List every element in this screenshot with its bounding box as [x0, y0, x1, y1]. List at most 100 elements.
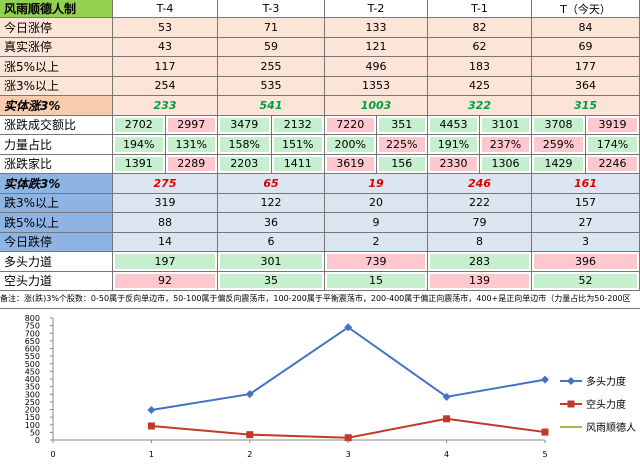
cell: 133 — [325, 18, 428, 38]
cell-value: 2132 — [273, 117, 322, 132]
row-label: 今日跌停 — [0, 232, 113, 252]
cell: 2203 — [218, 154, 272, 174]
cell: 121 — [325, 37, 428, 57]
cell-value: 2330 — [430, 156, 477, 171]
cell: 174% — [586, 135, 640, 155]
column-header: T-4 — [113, 0, 218, 18]
cell-value: 301 — [220, 254, 322, 269]
y-tick-label: 450 — [25, 367, 40, 376]
cell: 322 — [428, 96, 532, 116]
cell: 496 — [325, 57, 428, 77]
cell: 65 — [218, 174, 325, 194]
cell: 425 — [428, 76, 532, 96]
cell: 52 — [532, 271, 640, 291]
cell: 122 — [218, 193, 325, 213]
row-label: 实体跌3% — [0, 174, 113, 194]
legend-label: 风雨顺德人 — [586, 421, 636, 434]
cell-value: 35 — [220, 273, 322, 288]
y-tick-label: 800 — [25, 314, 40, 323]
row-label: 跌3%以上 — [0, 193, 113, 213]
cell: 739 — [325, 252, 428, 272]
row-label: 涨跌成交额比 — [0, 115, 113, 135]
legend-marker — [567, 400, 575, 408]
cell: 197 — [113, 252, 218, 272]
cell: 161 — [532, 174, 640, 194]
marker — [541, 428, 549, 436]
cell: 191% — [428, 135, 480, 155]
cell: 283 — [428, 252, 532, 272]
cell-value: 225% — [378, 137, 425, 152]
cell-value: 174% — [588, 137, 637, 152]
row-label: 力量占比 — [0, 135, 113, 155]
y-tick-label: 750 — [25, 322, 40, 331]
cell: 275 — [113, 174, 218, 194]
cell: 4453 — [428, 115, 480, 135]
column-header: T-3 — [218, 0, 325, 18]
cell: 53 — [113, 18, 218, 38]
note: 备注：涨(跌)3%个股数：0-50属于反向单边市，50-100属于偏反向震荡市，… — [0, 293, 640, 309]
marker — [147, 422, 155, 430]
cell-value: 3919 — [588, 117, 637, 132]
cell: 194% — [113, 135, 166, 155]
cell-value: 1306 — [482, 156, 529, 171]
cell: 43 — [113, 37, 218, 57]
y-tick-label: 100 — [25, 421, 40, 430]
row-label: 涨跌家比 — [0, 154, 113, 174]
cell-value: 283 — [430, 254, 529, 269]
cell: 3101 — [480, 115, 532, 135]
cell: 7220 — [325, 115, 377, 135]
y-tick-label: 650 — [25, 337, 40, 346]
cell: 200% — [325, 135, 377, 155]
y-tick-label: 0 — [35, 436, 40, 445]
cell-value: 3708 — [534, 117, 583, 132]
marker — [246, 431, 254, 439]
y-tick-label: 500 — [25, 360, 40, 369]
cell: 541 — [218, 96, 325, 116]
cell: 2330 — [428, 154, 480, 174]
y-tick-label: 300 — [25, 390, 40, 399]
marker — [147, 405, 156, 414]
cell: 1411 — [271, 154, 325, 174]
marker — [442, 392, 451, 401]
cell: 1306 — [480, 154, 532, 174]
column-header: T（今天） — [532, 0, 640, 18]
cell: 183 — [428, 57, 532, 77]
y-tick-label: 250 — [25, 398, 40, 407]
cell: 2997 — [165, 115, 218, 135]
y-tick-label: 700 — [25, 329, 40, 338]
cell: 131% — [165, 135, 218, 155]
cell: 364 — [532, 76, 640, 96]
marker — [541, 375, 549, 384]
legend-label: 空头力度 — [586, 398, 626, 411]
cell-value: 739 — [327, 254, 425, 269]
row-label: 空头力道 — [0, 271, 113, 291]
cell: 151% — [271, 135, 325, 155]
cell: 139 — [428, 271, 532, 291]
cell-value: 351 — [378, 117, 425, 132]
cell: 1429 — [532, 154, 586, 174]
cell-value: 156 — [378, 156, 425, 171]
column-header: T-2 — [325, 0, 428, 18]
cell: 2132 — [271, 115, 325, 135]
x-tick-label: 0 — [50, 450, 55, 459]
cell: 225% — [376, 135, 428, 155]
x-tick-label: 5 — [542, 450, 547, 459]
cell: 69 — [532, 37, 640, 57]
cell: 14 — [113, 232, 218, 252]
cell: 2246 — [586, 154, 640, 174]
cell: 35 — [218, 271, 325, 291]
y-tick-label: 350 — [25, 383, 40, 392]
y-tick-label: 400 — [25, 375, 40, 384]
cell: 2 — [325, 232, 428, 252]
cell: 3479 — [218, 115, 272, 135]
cell: 259% — [532, 135, 586, 155]
cell: 1353 — [325, 76, 428, 96]
y-tick-label: 50 — [30, 428, 40, 437]
cell: 1391 — [113, 154, 166, 174]
y-tick-label: 550 — [25, 352, 40, 361]
cell-value: 2246 — [588, 156, 637, 171]
cell-value: 7220 — [327, 117, 374, 132]
cell: 319 — [113, 193, 218, 213]
cell: 157 — [532, 193, 640, 213]
